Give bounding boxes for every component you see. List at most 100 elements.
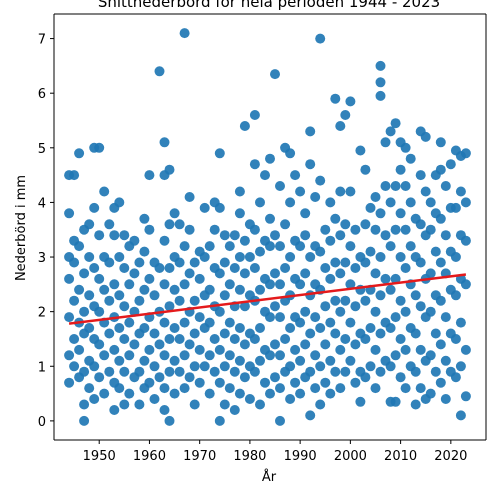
data-point — [290, 377, 301, 388]
data-point — [390, 312, 401, 323]
data-point — [84, 290, 95, 301]
data-point — [365, 361, 376, 372]
data-point — [219, 361, 230, 372]
data-point — [285, 197, 296, 208]
data-point — [239, 235, 250, 246]
data-point — [159, 137, 170, 148]
data-point — [285, 394, 296, 404]
data-point — [295, 279, 306, 290]
data-point — [335, 344, 346, 355]
data-point — [179, 350, 190, 361]
data-point — [129, 339, 140, 350]
data-point — [440, 181, 451, 191]
data-point — [260, 170, 270, 181]
data-point — [249, 159, 260, 170]
data-point — [164, 219, 175, 230]
data-point — [380, 137, 391, 148]
data-point — [214, 415, 225, 426]
data-point — [234, 208, 245, 219]
data-point — [415, 344, 426, 355]
data-point — [330, 257, 341, 268]
data-point — [360, 219, 371, 230]
data-point — [219, 399, 230, 410]
data-point — [285, 252, 296, 262]
data-point — [385, 323, 396, 333]
data-point — [174, 295, 185, 306]
data-point — [139, 355, 150, 366]
data-point — [144, 273, 155, 284]
data-point — [84, 383, 95, 394]
data-point — [214, 306, 225, 317]
data-point — [295, 388, 306, 399]
data-point — [169, 284, 180, 295]
data-point — [174, 366, 185, 377]
data-point — [154, 372, 165, 383]
data-point — [214, 202, 225, 213]
data-point — [184, 192, 195, 202]
data-point — [335, 186, 346, 197]
data-point — [435, 339, 446, 350]
data-point — [265, 312, 275, 323]
data-point — [219, 290, 230, 301]
data-point — [325, 388, 336, 399]
data-point — [239, 372, 250, 383]
data-point — [340, 110, 351, 120]
data-point — [405, 153, 416, 164]
data-point — [350, 224, 361, 235]
data-point — [199, 361, 210, 372]
x-tick-label: 2020 — [434, 449, 467, 464]
data-point — [179, 28, 190, 39]
data-point — [385, 241, 396, 252]
trend-line-group — [68, 273, 467, 325]
data-point — [194, 273, 205, 284]
data-point — [89, 361, 100, 372]
data-point — [234, 323, 245, 333]
data-point — [335, 383, 346, 394]
data-point — [370, 268, 381, 279]
data-point — [365, 323, 376, 333]
data-point — [435, 377, 446, 388]
data-point — [390, 273, 401, 284]
data-point — [99, 186, 110, 197]
data-point — [79, 306, 90, 317]
data-point — [114, 355, 125, 366]
data-point — [395, 252, 406, 262]
data-point — [255, 284, 265, 295]
data-point — [149, 328, 160, 339]
data-point — [330, 295, 341, 306]
data-point — [214, 377, 225, 388]
data-point — [224, 241, 235, 252]
data-point — [275, 312, 285, 323]
data-point — [134, 399, 145, 410]
data-point — [295, 186, 306, 197]
x-axis-label: År — [262, 469, 277, 485]
data-point — [194, 312, 205, 323]
data-point — [99, 388, 110, 399]
data-point — [94, 230, 105, 241]
data-point — [164, 301, 175, 312]
data-point — [320, 301, 331, 312]
data-point — [340, 334, 351, 344]
data-point — [64, 350, 75, 361]
data-point — [310, 192, 321, 202]
data-point — [270, 339, 280, 350]
data-point — [255, 355, 265, 366]
data-point — [360, 295, 371, 306]
data-point — [275, 415, 285, 426]
data-point — [94, 372, 105, 383]
data-point — [320, 224, 331, 235]
data-point — [124, 350, 135, 361]
data-point — [335, 306, 346, 317]
data-point — [99, 350, 110, 361]
data-point — [360, 257, 371, 268]
data-point — [114, 290, 125, 301]
data-point — [435, 213, 446, 224]
data-point — [79, 415, 90, 426]
data-point — [229, 263, 240, 273]
data-point — [134, 366, 145, 377]
data-point — [305, 126, 316, 137]
data-point — [119, 301, 130, 312]
data-point — [285, 148, 296, 159]
data-point — [445, 159, 456, 170]
